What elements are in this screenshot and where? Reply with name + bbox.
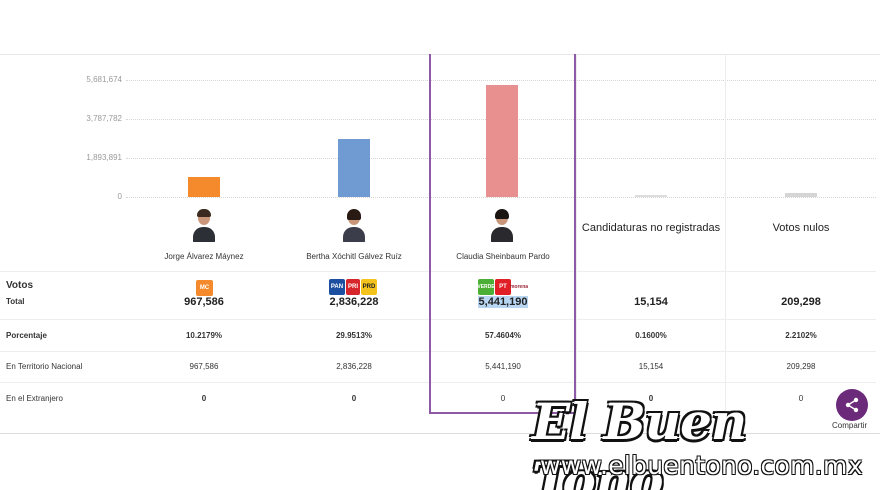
party-logo-mc-icon: MC — [196, 280, 213, 296]
avatar-hair — [495, 209, 509, 219]
party-logo-pan-icon: PAN — [329, 279, 345, 295]
candidate-name: Claudia Sheinbaum Pardo — [456, 252, 550, 261]
total-value: 15,154 — [634, 296, 668, 308]
candidate-photo-avatar — [488, 208, 516, 242]
bar-1[interactable] — [188, 177, 220, 197]
share-icon — [845, 397, 859, 413]
avatar-hair — [347, 209, 361, 220]
share-button[interactable] — [836, 389, 868, 421]
top-blank-area — [0, 0, 880, 54]
total-value: 209,298 — [781, 296, 821, 308]
extranjero-value: 0 — [500, 394, 506, 403]
nacional-value: 967,586 — [189, 362, 219, 371]
share-label[interactable]: Compartir — [832, 421, 868, 430]
bar-4[interactable] — [635, 195, 667, 197]
avatar-hair — [197, 209, 211, 217]
y-tick-label: 0 — [117, 192, 122, 201]
avatar-body — [193, 227, 215, 242]
row-label-extranjero: En el Extranjero — [6, 394, 63, 403]
party-logo-pri-icon: PRI — [346, 279, 360, 295]
row-label-votos: Votos — [6, 280, 34, 291]
y-tick-label: 1,893,891 — [86, 153, 122, 162]
row-divider — [0, 319, 876, 320]
percent-value: 10.2179% — [185, 331, 223, 340]
row-label-porcentaje: Porcentaje — [6, 331, 47, 340]
bar-3[interactable] — [486, 84, 518, 197]
extranjero-value: 0 — [798, 394, 804, 403]
extranjero-value: 0 — [648, 394, 654, 403]
party-logo-morena-icon: morena — [509, 284, 529, 290]
row-label-total: Total — [6, 297, 25, 306]
gridline-baseline — [126, 197, 876, 198]
gridline — [126, 80, 876, 81]
bar-5[interactable] — [785, 192, 817, 197]
party-logo-prd-icon: PRD — [361, 279, 377, 295]
avatar-body — [343, 227, 365, 242]
selected-text[interactable]: 5,441,190 — [477, 296, 529, 308]
bar-2[interactable] — [338, 138, 370, 197]
nacional-value: 5,441,190 — [485, 362, 521, 371]
candidate-name: Bertha Xóchitl Gálvez Ruíz — [306, 252, 402, 261]
watermark-logo: El Buen Tono — [532, 392, 747, 490]
extranjero-value: 0 — [351, 394, 357, 403]
avatar-body — [491, 227, 513, 242]
percent-value: 0.1600% — [635, 331, 667, 340]
y-tick-label: 3,787,782 — [86, 114, 122, 123]
nacional-value: 15,154 — [638, 362, 664, 371]
nacional-value: 209,298 — [786, 362, 816, 371]
column-heading: Candidaturas no registradas — [581, 222, 721, 234]
column-divider — [576, 54, 577, 414]
party-logo-verde-icon: VERDE — [477, 279, 495, 295]
row-divider — [0, 351, 876, 352]
row-divider — [0, 271, 876, 272]
candidate-name: Jorge Álvarez Máynez — [164, 252, 244, 261]
party-logo-pt-icon: PT — [495, 279, 511, 295]
column-divider — [725, 54, 726, 414]
results-panel — [0, 54, 880, 434]
winner-column-highlight — [429, 54, 576, 414]
row-label-nacional: En Territorio Nacional — [6, 362, 83, 371]
row-divider — [0, 382, 876, 383]
total-value-selected[interactable]: 5,441,190 — [428, 296, 578, 308]
bottom-area — [0, 434, 880, 490]
extranjero-value: 0 — [201, 394, 207, 403]
candidate-photo-avatar — [190, 208, 218, 242]
percent-value: 29.9513% — [335, 331, 373, 340]
y-tick-label: 5,681,674 — [86, 75, 122, 84]
total-value: 967,586 — [184, 296, 224, 308]
percent-value: 57.4604% — [484, 331, 522, 340]
nacional-value: 2,836,228 — [336, 362, 372, 371]
percent-value: 2.2102% — [785, 331, 817, 340]
watermark-url: www.elbuentono.com.mx — [540, 451, 863, 480]
candidate-photo-avatar — [340, 208, 368, 242]
column-heading: Votos nulos — [772, 222, 830, 234]
total-value: 2,836,228 — [329, 296, 379, 308]
